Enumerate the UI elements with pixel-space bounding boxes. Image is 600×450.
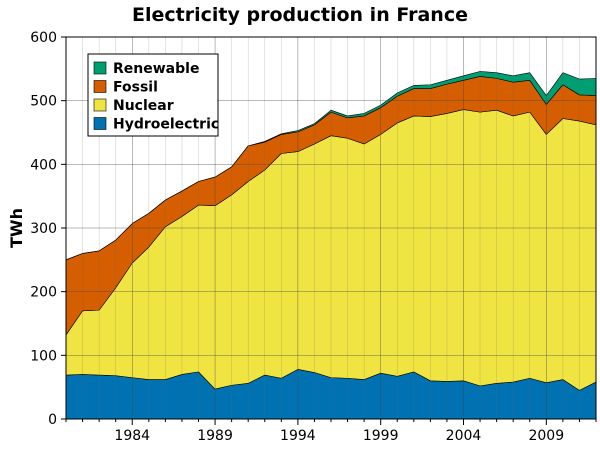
legend-swatch-renewable — [93, 61, 107, 75]
y-tick-label: 300 — [30, 221, 57, 237]
x-tick-label: 2009 — [528, 428, 564, 444]
y-tick-label: 100 — [30, 348, 57, 364]
x-tick-label: 1984 — [114, 428, 150, 444]
legend-box — [87, 53, 219, 137]
legend-swatch-nuclear — [93, 98, 107, 112]
legend-swatch-hydroelectric — [93, 117, 107, 130]
y-tick-label: 400 — [30, 157, 57, 173]
y-tick-label: 200 — [30, 285, 57, 301]
legend: Renewable Fossil Nuclear Hydroelectric — [87, 53, 219, 137]
y-tick-label: 0 — [48, 412, 57, 428]
y-axis-label: TWh — [7, 208, 26, 248]
y-tick-label: 500 — [30, 94, 57, 110]
legend-swatch-fossil — [93, 80, 107, 93]
x-axis-ticks: 1984 1989 1994 1999 2004 2009 — [65, 419, 597, 444]
chart-title: Electricity production in France — [132, 4, 468, 26]
y-axis-ticks: 0 100 200 300 400 500 600 — [30, 30, 66, 428]
plot-frame — [65, 36, 597, 420]
legend-label-hydroelectric: Hydroelectric — [113, 117, 219, 133]
x-tick-label: 1999 — [363, 428, 399, 444]
x-tick-label: 1989 — [197, 428, 233, 444]
x-tick-label: 1994 — [280, 428, 316, 444]
y-tick-label: 600 — [30, 30, 57, 46]
legend-label-nuclear: Nuclear — [113, 98, 174, 114]
legend-label-fossil: Fossil — [113, 80, 158, 96]
x-tick-label: 2004 — [446, 428, 482, 444]
legend-label-renewable: Renewable — [113, 61, 199, 77]
